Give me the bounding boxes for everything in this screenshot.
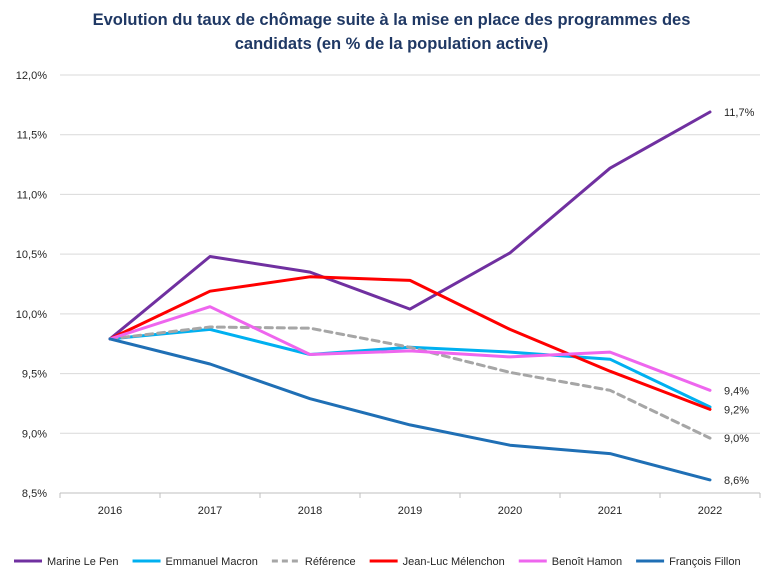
legend-item: Marine Le Pen: [14, 556, 119, 568]
y-tick-label: 12,0%: [16, 70, 47, 82]
axes: 8,5% 9,0% 9,5% 10,0% 10,5% 11,0% 11,5% 12,0% 201…: [16, 70, 761, 517]
data-label: 9,0%: [724, 433, 749, 445]
chart-title-line-1: Evolution du taux de chômage suite à la …: [92, 11, 691, 29]
y-tick-label: 11,5%: [17, 130, 48, 142]
legend-label: Benoît Hamon: [552, 556, 622, 568]
x-tick-label: 2017: [198, 505, 222, 517]
y-tick-label: 9,0%: [22, 428, 47, 440]
series-line-benoit-hamon: [108, 305, 712, 392]
y-tick-label: 11,0%: [17, 189, 48, 201]
data-label: 9,4%: [724, 385, 749, 397]
legend-item: Benoît Hamon: [518, 556, 622, 568]
x-tick-label: 2019: [398, 505, 422, 517]
y-tick-label: 10,5%: [16, 249, 47, 261]
chart-title: Evolution du taux de chômage suite à la …: [0, 8, 783, 56]
data-labels: 11,7% 9,0% 9,2% 9,4% 8,6%: [724, 107, 755, 487]
data-label: 8,6%: [724, 475, 749, 487]
y-tick-label: 10,0%: [16, 309, 47, 321]
series-line-jean-luc-melenchon: [108, 275, 712, 411]
legend-label: Référence: [305, 556, 356, 568]
series-line-reference: [108, 325, 712, 440]
data-label: 11,7%: [724, 107, 755, 119]
legend-item: Jean-Luc Mélenchon: [369, 556, 505, 568]
legend-label: François Fillon: [669, 556, 741, 568]
legend-label: Emmanuel Macron: [166, 556, 258, 568]
y-tick-label: 8,5%: [22, 488, 47, 500]
series-line-marine-le-pen: [108, 110, 712, 341]
y-tick-label: 9,5%: [22, 369, 47, 381]
legend-item: Référence: [271, 556, 356, 568]
legend-label: Marine Le Pen: [47, 556, 119, 568]
legend-item: Emmanuel Macron: [132, 556, 258, 568]
x-tick-label: 2020: [498, 505, 522, 517]
x-tick-label: 2021: [598, 505, 622, 517]
legend-label: Jean-Luc Mélenchon: [403, 556, 505, 568]
x-tick-label: 2016: [98, 505, 122, 517]
data-label: 9,2%: [724, 404, 749, 416]
legend: Marine Le Pen Emmanuel Macron Référence Jea…: [14, 556, 741, 568]
x-tick-label: 2018: [298, 505, 322, 517]
chart-title-line-2: candidats (en % de la population active): [234, 35, 549, 53]
series-line-francois-fillon: [108, 337, 712, 482]
legend-item: François Fillon: [636, 556, 741, 568]
x-tick-label: 2022: [698, 505, 722, 517]
series-lines: [108, 110, 712, 482]
